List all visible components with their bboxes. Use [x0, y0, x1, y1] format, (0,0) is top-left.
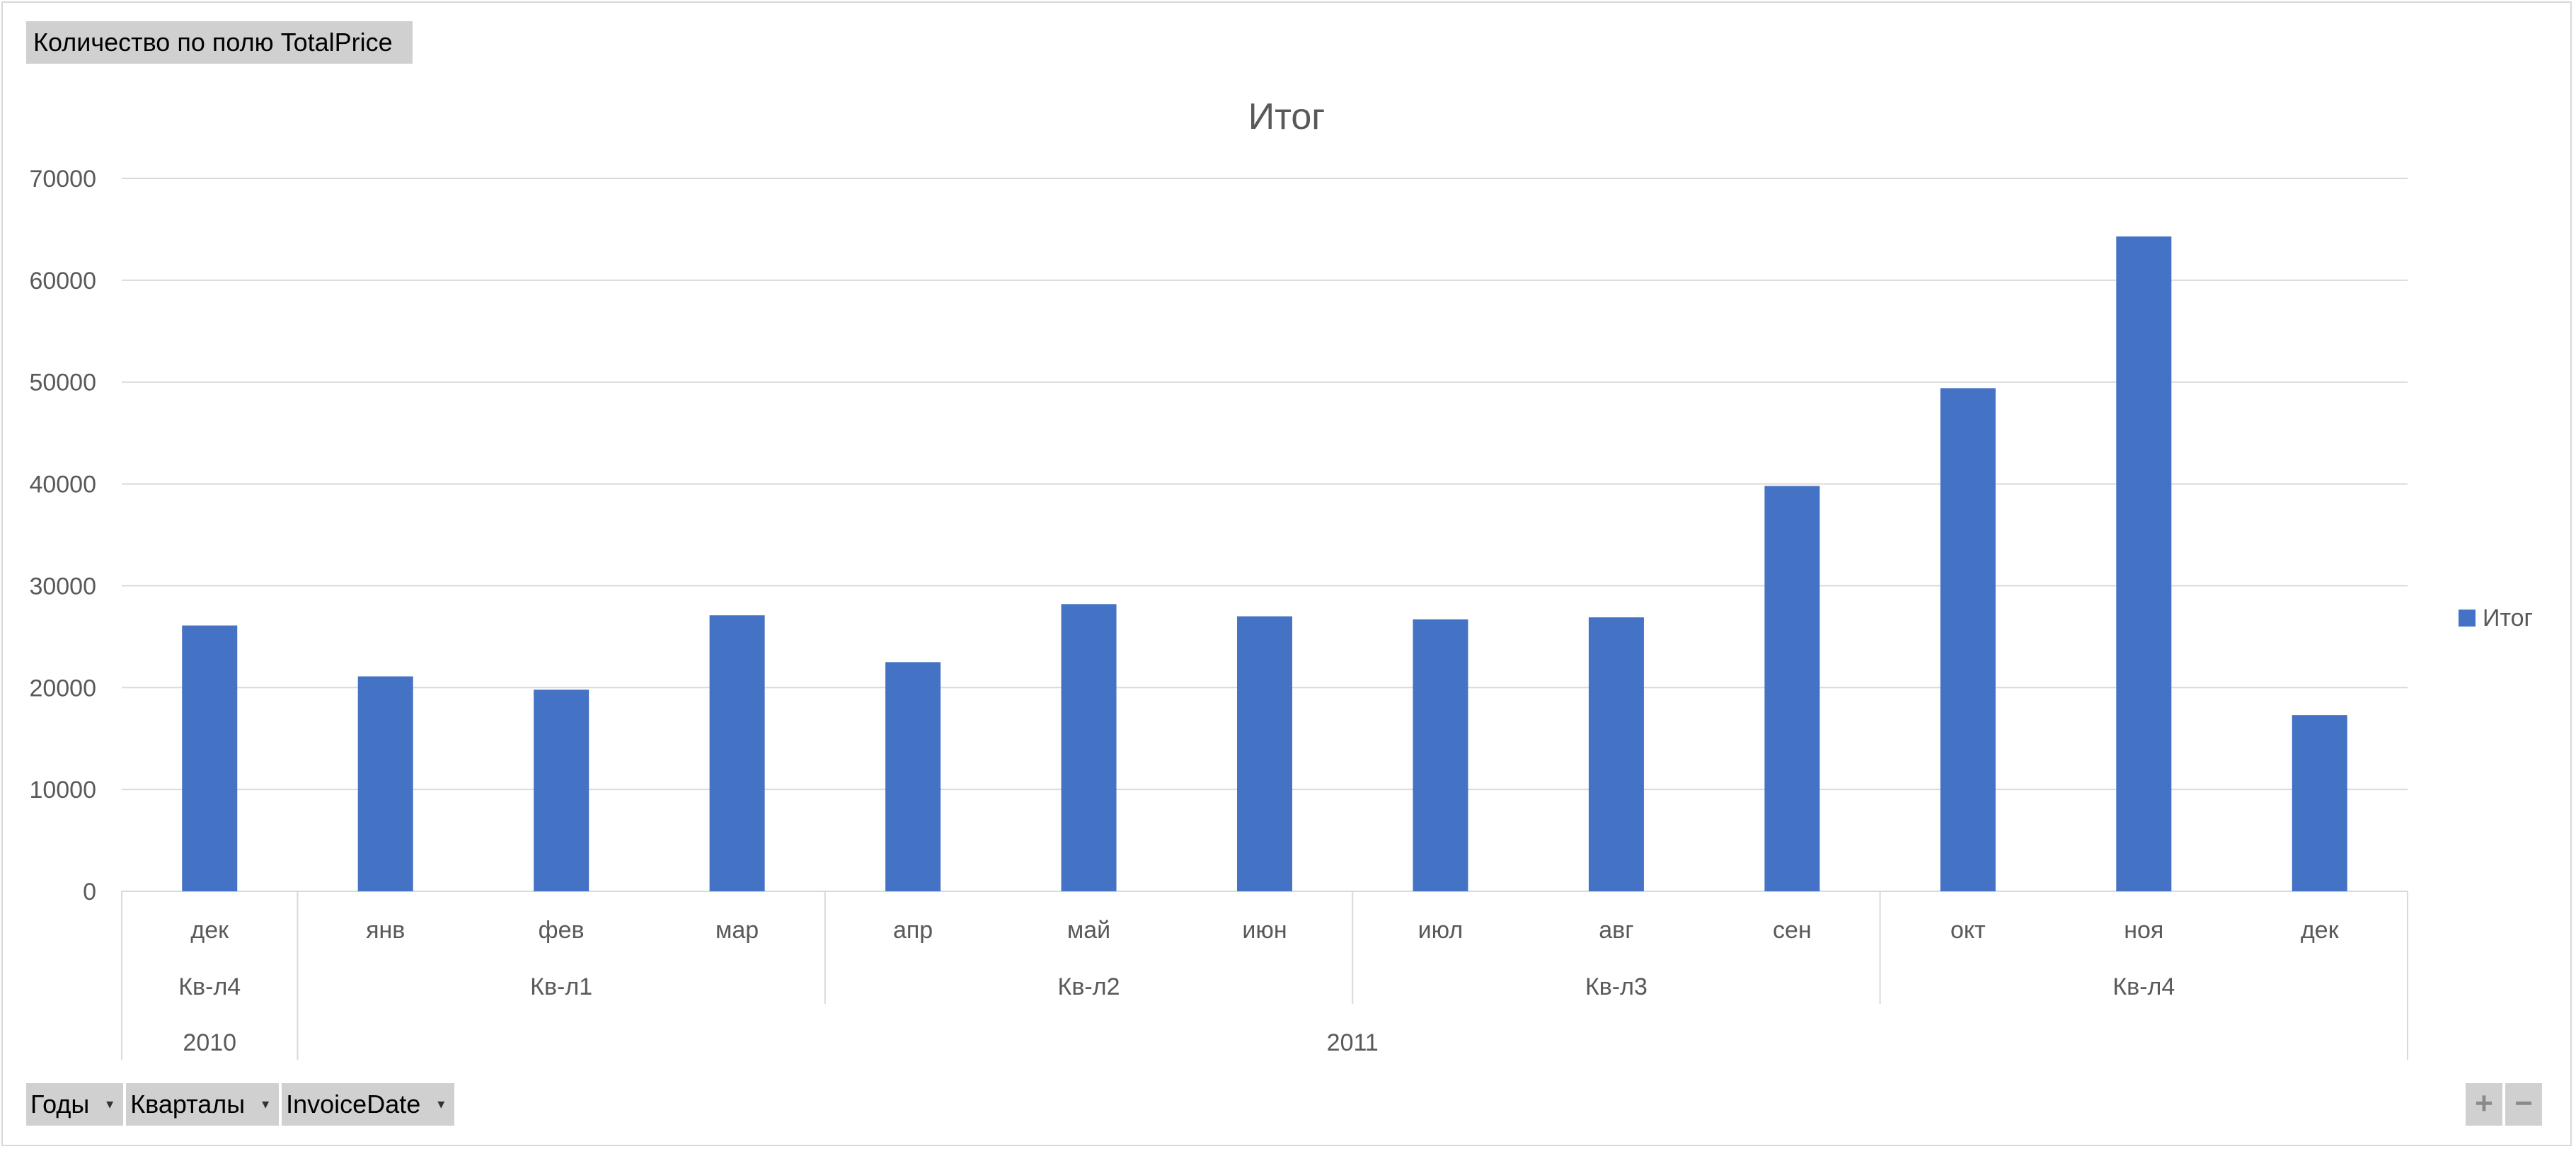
month-label: июн — [1242, 917, 1287, 944]
bar — [1764, 486, 1820, 891]
years-field-button[interactable]: Годы ▾ — [26, 1083, 124, 1126]
bar — [1413, 619, 1468, 891]
year-label: 2011 — [1327, 1029, 1379, 1056]
bar — [1588, 617, 1644, 891]
bar — [182, 625, 238, 891]
y-tick-label: 10000 — [29, 777, 96, 804]
month-label: дек — [190, 917, 229, 944]
bar — [534, 690, 590, 891]
axis-field-buttons: Годы ▾ Кварталы ▾ InvoiceDate ▾ — [26, 1083, 457, 1126]
month-label: янв — [366, 917, 405, 944]
invoicedate-field-button[interactable]: InvoiceDate ▾ — [282, 1083, 455, 1126]
invoicedate-field-label: InvoiceDate — [286, 1090, 421, 1119]
month-label: авг — [1599, 917, 1633, 944]
y-tick-label: 0 — [83, 879, 96, 905]
year-label: 2010 — [183, 1029, 236, 1056]
bar — [709, 615, 765, 891]
bar — [2116, 236, 2172, 892]
quarter-label: Кв-л3 — [1585, 973, 1648, 1000]
month-label: сен — [1773, 917, 1812, 944]
x-axis: дек янв фев мар апр май июн июл авг сен окт ноя дек К… — [121, 891, 2408, 1060]
quarter-label: Кв-л4 — [178, 973, 241, 1000]
dropdown-arrow-icon: ▾ — [106, 1097, 114, 1112]
y-tick-label: 30000 — [29, 573, 96, 600]
legend: Итог — [2459, 605, 2533, 631]
quarters-field-button[interactable]: Кварталы ▾ — [126, 1083, 280, 1126]
quarter-label: Кв-л1 — [530, 973, 592, 1000]
y-tick-label: 40000 — [29, 471, 96, 498]
y-tick-label: 70000 — [29, 166, 96, 193]
quarters-field-label: Кварталы — [130, 1090, 246, 1119]
bar — [1237, 616, 1292, 891]
quarter-label: Кв-л4 — [2112, 973, 2175, 1000]
y-axis: 0 10000 20000 30000 40000 50000 60000 70000 — [29, 166, 96, 905]
bar — [357, 676, 413, 891]
quarter-label: Кв-л2 — [1058, 973, 1120, 1000]
legend-marker — [2459, 610, 2476, 627]
bar — [2292, 715, 2347, 891]
zoom-controls: + − — [2463, 1083, 2542, 1126]
month-label: дек — [2301, 917, 2340, 944]
years-field-label: Годы — [30, 1090, 90, 1119]
month-label: мар — [715, 917, 759, 944]
month-label: июл — [1418, 917, 1464, 944]
bar — [885, 662, 941, 891]
month-label: апр — [893, 917, 933, 944]
month-label: фев — [539, 917, 585, 944]
month-label: ноя — [2124, 917, 2163, 944]
collapse-field-button[interactable]: − — [2505, 1083, 2542, 1126]
month-label: окт — [1950, 917, 1986, 944]
month-label: май — [1067, 917, 1110, 944]
y-tick-label: 50000 — [29, 370, 96, 396]
y-tick-label: 60000 — [29, 268, 96, 295]
legend-label: Итог — [2483, 605, 2533, 631]
dropdown-arrow-icon: ▾ — [262, 1097, 270, 1112]
y-tick-label: 20000 — [29, 675, 96, 702]
value-field-button[interactable]: Количество по полю TotalPrice — [26, 21, 413, 64]
chart-title: Итог — [1248, 96, 1326, 137]
bar — [1940, 388, 1996, 891]
bar — [1061, 604, 1117, 891]
bars — [182, 236, 2347, 892]
chart-area: Итог 0 10000 20000 30000 40000 50000 60000 7000… — [29, 96, 2533, 1060]
dropdown-arrow-icon: ▾ — [437, 1097, 445, 1112]
expand-field-button[interactable]: + — [2466, 1083, 2502, 1126]
